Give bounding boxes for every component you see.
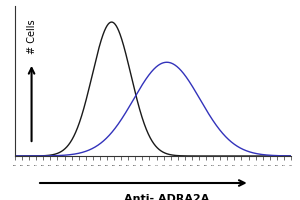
Text: # Cells: # Cells	[27, 19, 37, 54]
Text: Anti- ADRA2A: Anti- ADRA2A	[124, 194, 209, 200]
